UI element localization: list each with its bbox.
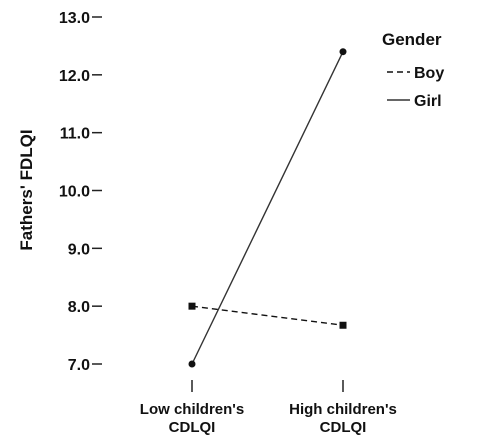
x-category-label: CDLQI — [320, 419, 367, 436]
data-point-boy — [188, 302, 196, 310]
x-category-label: Low children's — [140, 401, 244, 418]
y-tick-label: 7.0 — [68, 357, 90, 374]
series-line-boy — [191, 305, 344, 326]
y-tick-label: 13.0 — [59, 10, 90, 27]
y-tick-label: 8.0 — [68, 299, 90, 316]
x-category-label: High children's — [289, 401, 397, 418]
y-tick-label: 12.0 — [59, 68, 90, 85]
y-axis: 7.0 8.0 9.0 10.0 11.0 12.0 13.0 — [59, 10, 102, 374]
series-layer — [188, 48, 347, 368]
y-tick-label: 10.0 — [59, 184, 90, 201]
y-tick-label: 11.0 — [60, 126, 90, 143]
legend-title: Gender — [382, 30, 442, 49]
data-point-boy — [339, 321, 347, 329]
legend-label-girl: Girl — [414, 93, 442, 110]
y-axis-title: Fathers' FDLQI — [17, 129, 36, 250]
legend-label-boy: Boy — [414, 65, 444, 82]
data-point-girl — [339, 48, 347, 56]
y-tick-label: 9.0 — [68, 241, 90, 258]
series-line-girl — [191, 51, 344, 365]
x-category-label: CDLQI — [169, 419, 216, 436]
data-point-girl — [188, 360, 196, 368]
legend: Gender Boy Girl — [382, 30, 444, 110]
